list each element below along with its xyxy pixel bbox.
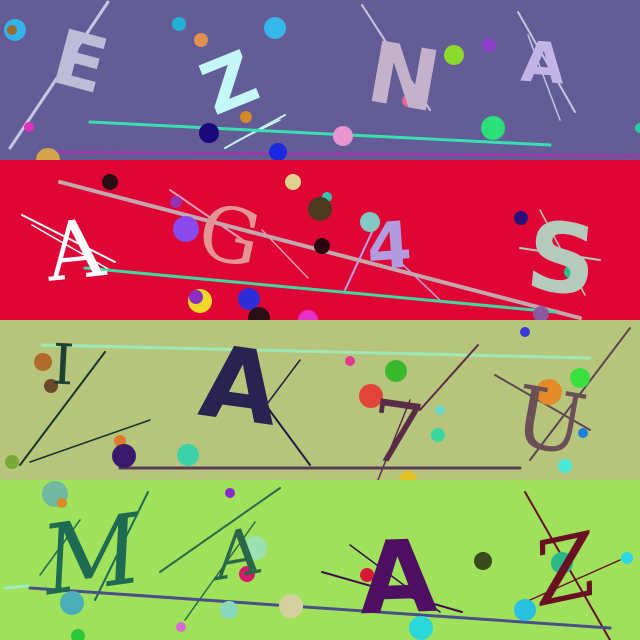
captcha-char-2-1: A: [40, 201, 109, 300]
captcha-char-2-4: S: [521, 200, 601, 319]
captcha-row-4: M A A Z: [0, 480, 640, 640]
row-4-noise-dots: [42, 481, 633, 640]
row-2-letters: A G 4 S: [40, 186, 601, 319]
row-1-noise-dots: [4, 17, 640, 172]
captcha-char-4-3: A: [357, 518, 438, 638]
captcha-row-3: I A 7 U: [0, 320, 640, 489]
captcha-char-4-1: M: [34, 492, 152, 617]
captcha-char-3-1: I: [50, 332, 75, 398]
captcha-char-2-3: 4: [364, 209, 414, 286]
captcha-char-1-3: N: [361, 23, 447, 132]
captcha-row-1: E Z N A: [0, 0, 640, 172]
captcha-char-1-4: A: [519, 30, 567, 98]
captcha-char-3-2: A: [193, 322, 286, 449]
captcha-row-2: A G 4 S: [0, 160, 640, 330]
row-3-letters: I A 7 U: [50, 322, 593, 485]
row-4-noise-lines: [3, 487, 621, 640]
captcha-char-3-4: U: [506, 367, 593, 476]
